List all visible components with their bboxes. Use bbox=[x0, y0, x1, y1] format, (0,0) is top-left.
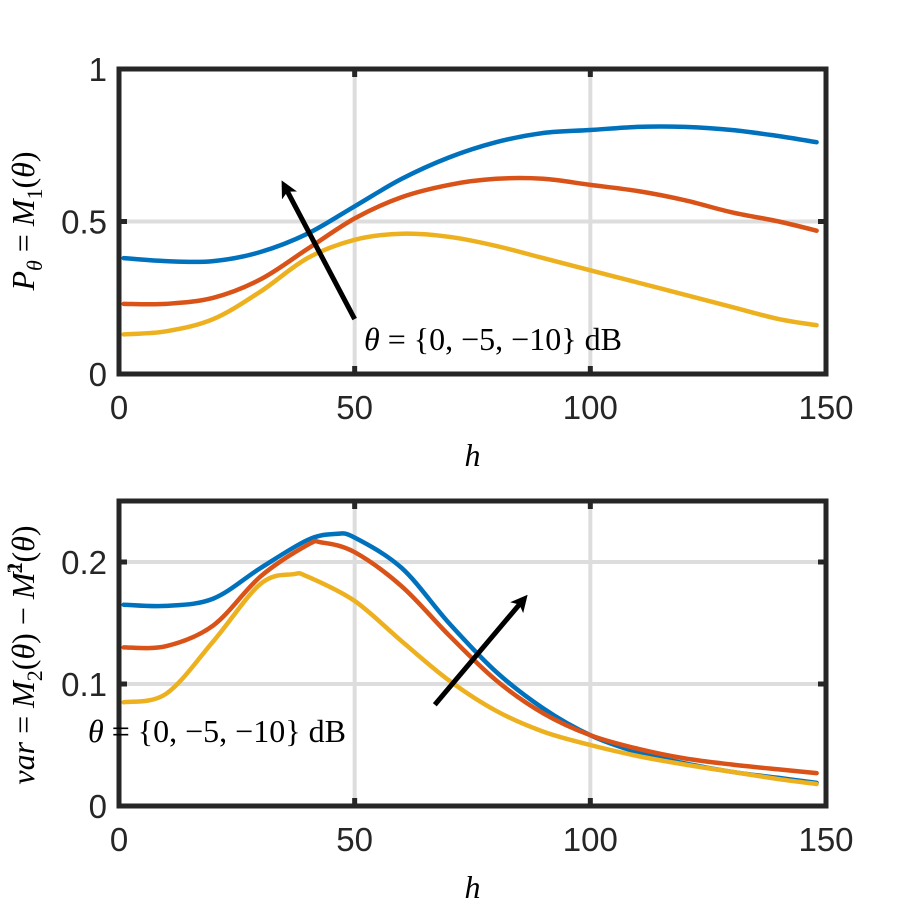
x-tick-label: 100 bbox=[563, 389, 618, 426]
series-line-3 bbox=[121, 231, 819, 337]
y-tick-label: 0.5 bbox=[61, 204, 107, 241]
chart-1: 0 50 100 150 0 0.5 1 h Pθ = M1(θ) θ = {0, −5, −10… bbox=[5, 51, 854, 473]
x-axis-label: h bbox=[465, 437, 481, 473]
y-tick-label: 0.2 bbox=[61, 544, 107, 581]
chart-2: 0 50 100 150 0 0.1 0.2 h var = M2(θ) − M12(θ) θ =… bbox=[2, 498, 854, 905]
x-tick-label: 0 bbox=[110, 389, 128, 426]
y-tick-label: 1 bbox=[89, 51, 107, 88]
series-line-2 bbox=[121, 175, 819, 307]
y-tick-label: 0 bbox=[89, 356, 107, 393]
y-tick-label: 0 bbox=[89, 788, 107, 825]
annotation-arrow bbox=[432, 594, 528, 707]
x-tick-label: 50 bbox=[336, 389, 373, 426]
x-axis-label: h bbox=[465, 869, 481, 905]
series-line-3 bbox=[121, 571, 819, 787]
y-axis-label: Pθ = M1(θ) bbox=[5, 151, 47, 291]
y-tick-label: 0.1 bbox=[61, 666, 107, 703]
series-line-1 bbox=[121, 124, 819, 265]
series-line-2 bbox=[121, 538, 819, 776]
annotation-text: θ = {0, −5, −10} dB bbox=[88, 713, 346, 749]
y-axis-label: var = M2(θ) − M12(θ) bbox=[2, 525, 47, 784]
x-tick-label: 150 bbox=[798, 821, 853, 858]
annotation-arrow bbox=[281, 180, 357, 321]
x-tick-label: 0 bbox=[110, 821, 128, 858]
x-tick-label: 50 bbox=[336, 821, 373, 858]
axes-box bbox=[116, 498, 829, 809]
x-tick-label: 100 bbox=[563, 821, 618, 858]
annotation-text: θ = {0, −5, −10} dB bbox=[364, 321, 622, 357]
x-tick-label: 150 bbox=[798, 389, 853, 426]
